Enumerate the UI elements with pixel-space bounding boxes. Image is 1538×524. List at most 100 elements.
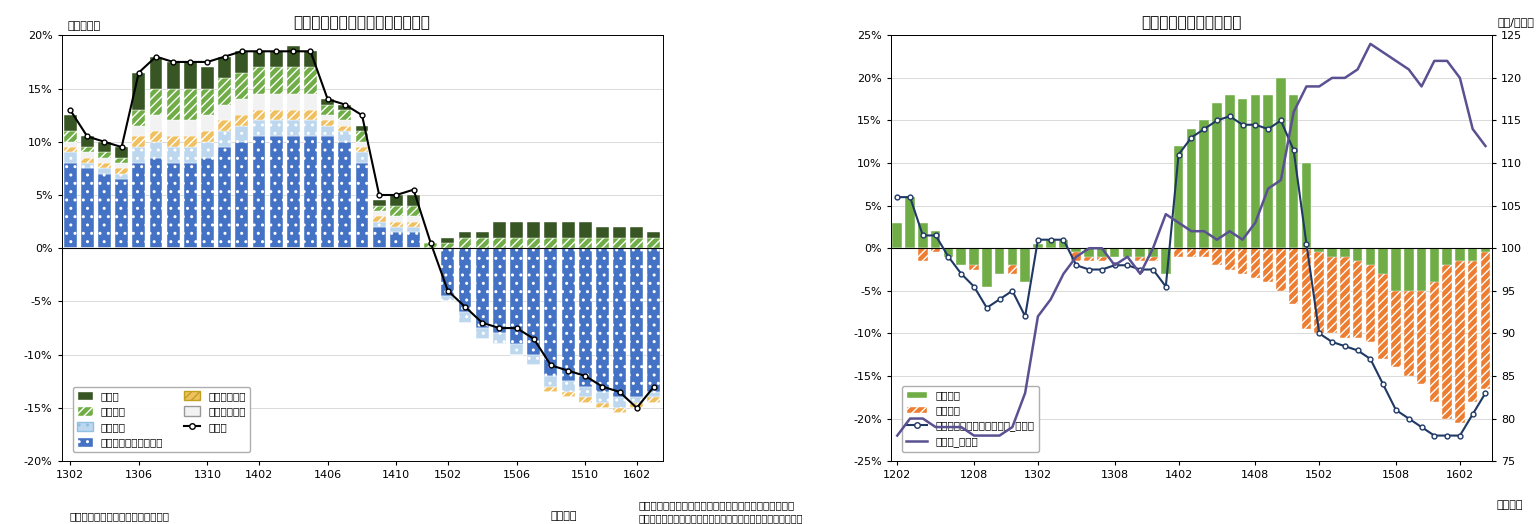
Bar: [475, 232, 489, 237]
Bar: [391, 232, 403, 248]
Bar: [441, 243, 454, 248]
Bar: [1455, 248, 1464, 423]
Bar: [166, 136, 180, 147]
Bar: [1187, 248, 1197, 257]
Bar: [494, 222, 506, 237]
Text: （月次）: （月次）: [1496, 500, 1523, 510]
Bar: [218, 78, 231, 104]
Bar: [201, 67, 214, 89]
Bar: [494, 333, 506, 344]
Bar: [372, 222, 386, 227]
Bar: [528, 222, 540, 237]
Bar: [918, 248, 927, 261]
Bar: [391, 205, 403, 216]
Bar: [82, 147, 94, 152]
Bar: [957, 248, 966, 253]
Bar: [595, 402, 609, 408]
Bar: [1481, 248, 1490, 389]
Bar: [1212, 248, 1221, 265]
Bar: [288, 46, 300, 67]
Bar: [1353, 248, 1363, 261]
Bar: [1366, 248, 1375, 342]
Bar: [1315, 248, 1324, 333]
Bar: [1097, 248, 1107, 261]
Bar: [511, 222, 523, 237]
Text: （月次）: （月次）: [551, 511, 577, 521]
Bar: [595, 248, 609, 392]
Bar: [98, 158, 111, 163]
Bar: [1263, 95, 1273, 248]
Bar: [82, 152, 94, 158]
Text: （円/ドル）: （円/ドル）: [1498, 17, 1535, 27]
Title: 輸入物価指数変化率の寄与度分解: 輸入物価指数変化率の寄与度分解: [294, 15, 431, 30]
Bar: [149, 131, 163, 142]
Bar: [321, 126, 334, 136]
Bar: [132, 126, 145, 136]
Bar: [1007, 248, 1017, 265]
Bar: [252, 136, 266, 248]
Bar: [218, 104, 231, 121]
Bar: [647, 248, 660, 392]
Text: （資料）日本銀行「企業物価指数」、「外国為替市況」: （資料）日本銀行「企業物価指数」、「外国為替市況」: [638, 500, 795, 510]
Bar: [1034, 244, 1043, 248]
Bar: [269, 110, 283, 121]
Bar: [338, 131, 351, 142]
Bar: [235, 126, 248, 142]
Bar: [185, 163, 197, 248]
Bar: [647, 397, 660, 402]
Bar: [252, 51, 266, 67]
Bar: [185, 121, 197, 136]
Bar: [1289, 248, 1298, 303]
Bar: [63, 152, 77, 163]
Bar: [1161, 248, 1170, 274]
Bar: [1378, 248, 1387, 274]
Bar: [1123, 248, 1132, 257]
Bar: [338, 104, 351, 110]
Bar: [166, 62, 180, 89]
Bar: [269, 67, 283, 94]
Bar: [149, 158, 163, 248]
Bar: [441, 237, 454, 243]
Bar: [338, 142, 351, 248]
Bar: [288, 67, 300, 94]
Bar: [1277, 248, 1286, 291]
Bar: [1301, 163, 1312, 248]
Bar: [1467, 248, 1478, 261]
Bar: [321, 115, 334, 121]
Bar: [475, 237, 489, 248]
Bar: [458, 237, 472, 248]
Bar: [1084, 248, 1094, 257]
Bar: [1277, 78, 1286, 248]
Bar: [82, 136, 94, 147]
Bar: [1097, 248, 1107, 257]
Bar: [305, 51, 317, 67]
Bar: [132, 73, 145, 110]
Bar: [1392, 248, 1401, 291]
Bar: [305, 121, 317, 136]
Bar: [561, 237, 575, 248]
Bar: [321, 99, 334, 104]
Bar: [408, 222, 420, 227]
Bar: [115, 179, 128, 248]
Bar: [185, 89, 197, 121]
Bar: [1467, 248, 1478, 401]
Bar: [1058, 239, 1069, 248]
Bar: [408, 232, 420, 248]
Bar: [132, 110, 145, 126]
Bar: [1020, 248, 1030, 282]
Bar: [614, 397, 626, 408]
Bar: [391, 216, 403, 222]
Bar: [63, 131, 77, 142]
Bar: [544, 376, 557, 387]
Bar: [355, 126, 369, 131]
Bar: [578, 397, 592, 402]
Bar: [288, 136, 300, 248]
Bar: [930, 248, 940, 253]
Bar: [631, 402, 643, 408]
Bar: [1149, 248, 1158, 261]
Bar: [1135, 248, 1144, 261]
Bar: [321, 121, 334, 126]
Bar: [235, 99, 248, 115]
Bar: [1392, 248, 1401, 367]
Bar: [115, 147, 128, 158]
